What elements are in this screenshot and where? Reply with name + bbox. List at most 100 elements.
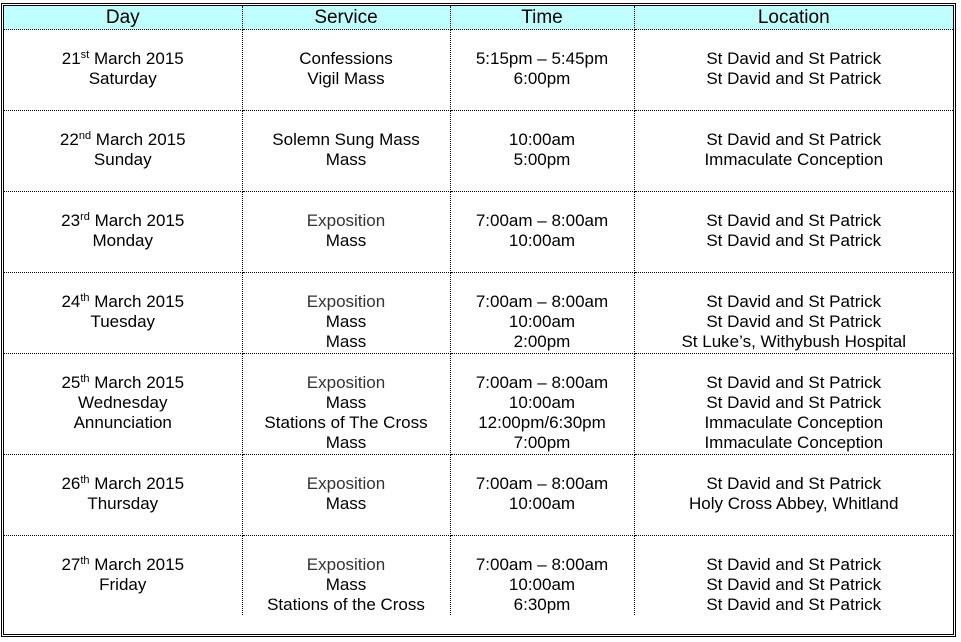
- location-cell: St David and St Patrick St David and St P…: [633, 191, 953, 273]
- header-location: Location: [633, 6, 953, 30]
- day-date: 23rd March 2015: [4, 211, 242, 231]
- time-entry: 7:00am – 8:00am: [475, 211, 609, 230]
- day-month-year: March 2015: [89, 555, 185, 574]
- location-entry: St David and St Patrick: [706, 393, 882, 412]
- location-cell: St David and St Patrick St David and St P…: [633, 535, 953, 615]
- time-cell: 7:00am – 8:00am 10:00am 2:00pm: [449, 272, 635, 354]
- location-entry: Holy Cross Abbey, Whitland: [689, 494, 899, 513]
- day-cell: 23rd March 2015 Monday: [4, 191, 243, 273]
- table-row: 24th March 2015 Tuesday Exposition Mass Mass…: [4, 272, 953, 354]
- header-row: Day Service Time Location: [4, 6, 953, 30]
- day-date: 22nd March 2015: [4, 130, 242, 150]
- day-label: Friday: [99, 575, 147, 594]
- day-month-year: March 2015: [89, 49, 184, 68]
- day-date: 26th March 2015: [4, 474, 242, 494]
- service-entry: Exposition: [306, 292, 386, 311]
- location-entry: St David and St Patrick: [706, 595, 882, 614]
- day-date: 25th March 2015: [4, 373, 242, 393]
- location-entry: St David and St Patrick: [706, 373, 882, 392]
- day-date: 27th March 2015: [4, 555, 242, 575]
- service-cell: Solemn Sung Mass Mass: [241, 110, 451, 192]
- service-cell: Confessions Vigil Mass: [241, 29, 451, 111]
- schedule-table: Day Service Time Location 21st March 201…: [4, 6, 953, 615]
- time-entry: 10:00am: [508, 231, 576, 250]
- service-entry: Stations of The Cross: [264, 413, 428, 432]
- location-entry: Immaculate Conception: [704, 433, 884, 452]
- day-cell: 26th March 2015 Thursday: [4, 454, 243, 536]
- table-row: 25th March 2015 Wednesday Annunciation Expo…: [4, 353, 953, 455]
- service-entry: Exposition: [306, 373, 386, 392]
- service-entry: Mass: [325, 433, 367, 452]
- time-entry: 6:30pm: [513, 595, 571, 614]
- day-ordinal-suffix: nd: [78, 130, 92, 142]
- location-entry: St David and St Patrick: [706, 292, 882, 311]
- service-entry: Mass: [325, 494, 367, 513]
- time-entry: 10:00am: [508, 312, 576, 331]
- day-ordinal-suffix: st: [80, 49, 90, 61]
- day-ordinal-suffix: th: [80, 292, 90, 304]
- location-cell: St David and St Patrick Holy Cross Abbey,…: [633, 454, 953, 536]
- time-entry: 10:00am: [508, 494, 576, 513]
- day-number: 24: [61, 292, 81, 311]
- day-label: Annunciation: [73, 413, 172, 432]
- header-service: Service: [241, 6, 451, 30]
- day-ordinal-suffix: th: [80, 474, 90, 486]
- service-entry: Stations of the Cross: [267, 595, 425, 614]
- location-entry: St David and St Patrick: [706, 312, 882, 331]
- day-label: Thursday: [87, 494, 159, 513]
- day-date: 24th March 2015: [4, 292, 242, 312]
- time-entry: 5:00pm: [513, 150, 571, 169]
- day-label: Wednesday: [78, 393, 168, 412]
- day-month-year: March 2015: [89, 211, 185, 230]
- table-row: 21st March 2015 Saturday Confessions Vigil …: [4, 29, 953, 111]
- table-row: 26th March 2015 Thursday Exposition Mass 7:0…: [4, 454, 953, 536]
- time-entry: 10:00am: [508, 575, 576, 594]
- header-time: Time: [449, 6, 635, 30]
- time-entry: 2:00pm: [513, 332, 571, 351]
- time-entry: 7:00pm: [513, 433, 571, 452]
- day-number: 22: [59, 130, 79, 149]
- day-ordinal-suffix: th: [80, 373, 90, 385]
- service-entry: Exposition: [306, 474, 386, 493]
- location-entry: St David and St Patrick: [706, 474, 882, 493]
- service-entry: Mass: [325, 393, 367, 412]
- day-number: 23: [61, 211, 81, 230]
- location-entry: St David and St Patrick: [706, 69, 882, 88]
- day-month-year: March 2015: [89, 373, 185, 392]
- location-entry: St David and St Patrick: [706, 211, 882, 230]
- day-ordinal-suffix: th: [80, 555, 90, 567]
- location-cell: St David and St Patrick St David and St P…: [633, 272, 953, 354]
- day-ordinal-suffix: rd: [80, 211, 90, 223]
- service-cell: Exposition Mass Stations of the Cross: [241, 535, 451, 615]
- service-entry: Solemn Sung Mass: [272, 130, 420, 149]
- service-entry: Exposition: [306, 211, 386, 230]
- service-entry: Confessions: [299, 49, 393, 68]
- day-label: Saturday: [88, 69, 157, 88]
- location-entry: St Luke’s, Withybush Hospital: [681, 332, 907, 351]
- schedule-table-frame: Day Service Time Location 21st March 201…: [1, 3, 956, 637]
- service-entry: Mass: [325, 575, 367, 594]
- day-month-year: March 2015: [89, 474, 185, 493]
- day-month-year: March 2015: [91, 130, 186, 149]
- day-cell: 25th March 2015 Wednesday Annunciation: [4, 353, 243, 455]
- day-number: 26: [61, 474, 81, 493]
- service-entry: Mass: [325, 150, 367, 169]
- location-entry: Immaculate Conception: [704, 150, 884, 169]
- day-cell: 22nd March 2015 Sunday: [4, 110, 243, 192]
- table-row: 23rd March 2015 Monday Exposition Mass 7:00a…: [4, 191, 953, 273]
- service-entry: Vigil Mass: [307, 69, 385, 88]
- day-date: 21st March 2015: [4, 49, 242, 69]
- service-entry: Mass: [325, 312, 367, 331]
- location-cell: St David and St Patrick Immaculate Concep…: [633, 110, 953, 192]
- time-entry: 6:00pm: [513, 69, 571, 88]
- table-row: 27th March 2015 Friday Exposition Mass Stati…: [4, 535, 953, 615]
- header-day: Day: [4, 6, 243, 30]
- time-entry: 7:00am – 8:00am: [475, 292, 609, 311]
- day-number: 27: [61, 555, 81, 574]
- time-entry: 5:15pm – 5:45pm: [475, 49, 609, 68]
- location-entry: St David and St Patrick: [706, 575, 882, 594]
- time-cell: 7:00am – 8:00am 10:00am 12:00pm/6:30pm 7:00…: [449, 353, 635, 455]
- service-cell: Exposition Mass Stations of The Cross Mass: [241, 353, 451, 455]
- location-entry: St David and St Patrick: [706, 555, 882, 574]
- location-entry: St David and St Patrick: [706, 49, 882, 68]
